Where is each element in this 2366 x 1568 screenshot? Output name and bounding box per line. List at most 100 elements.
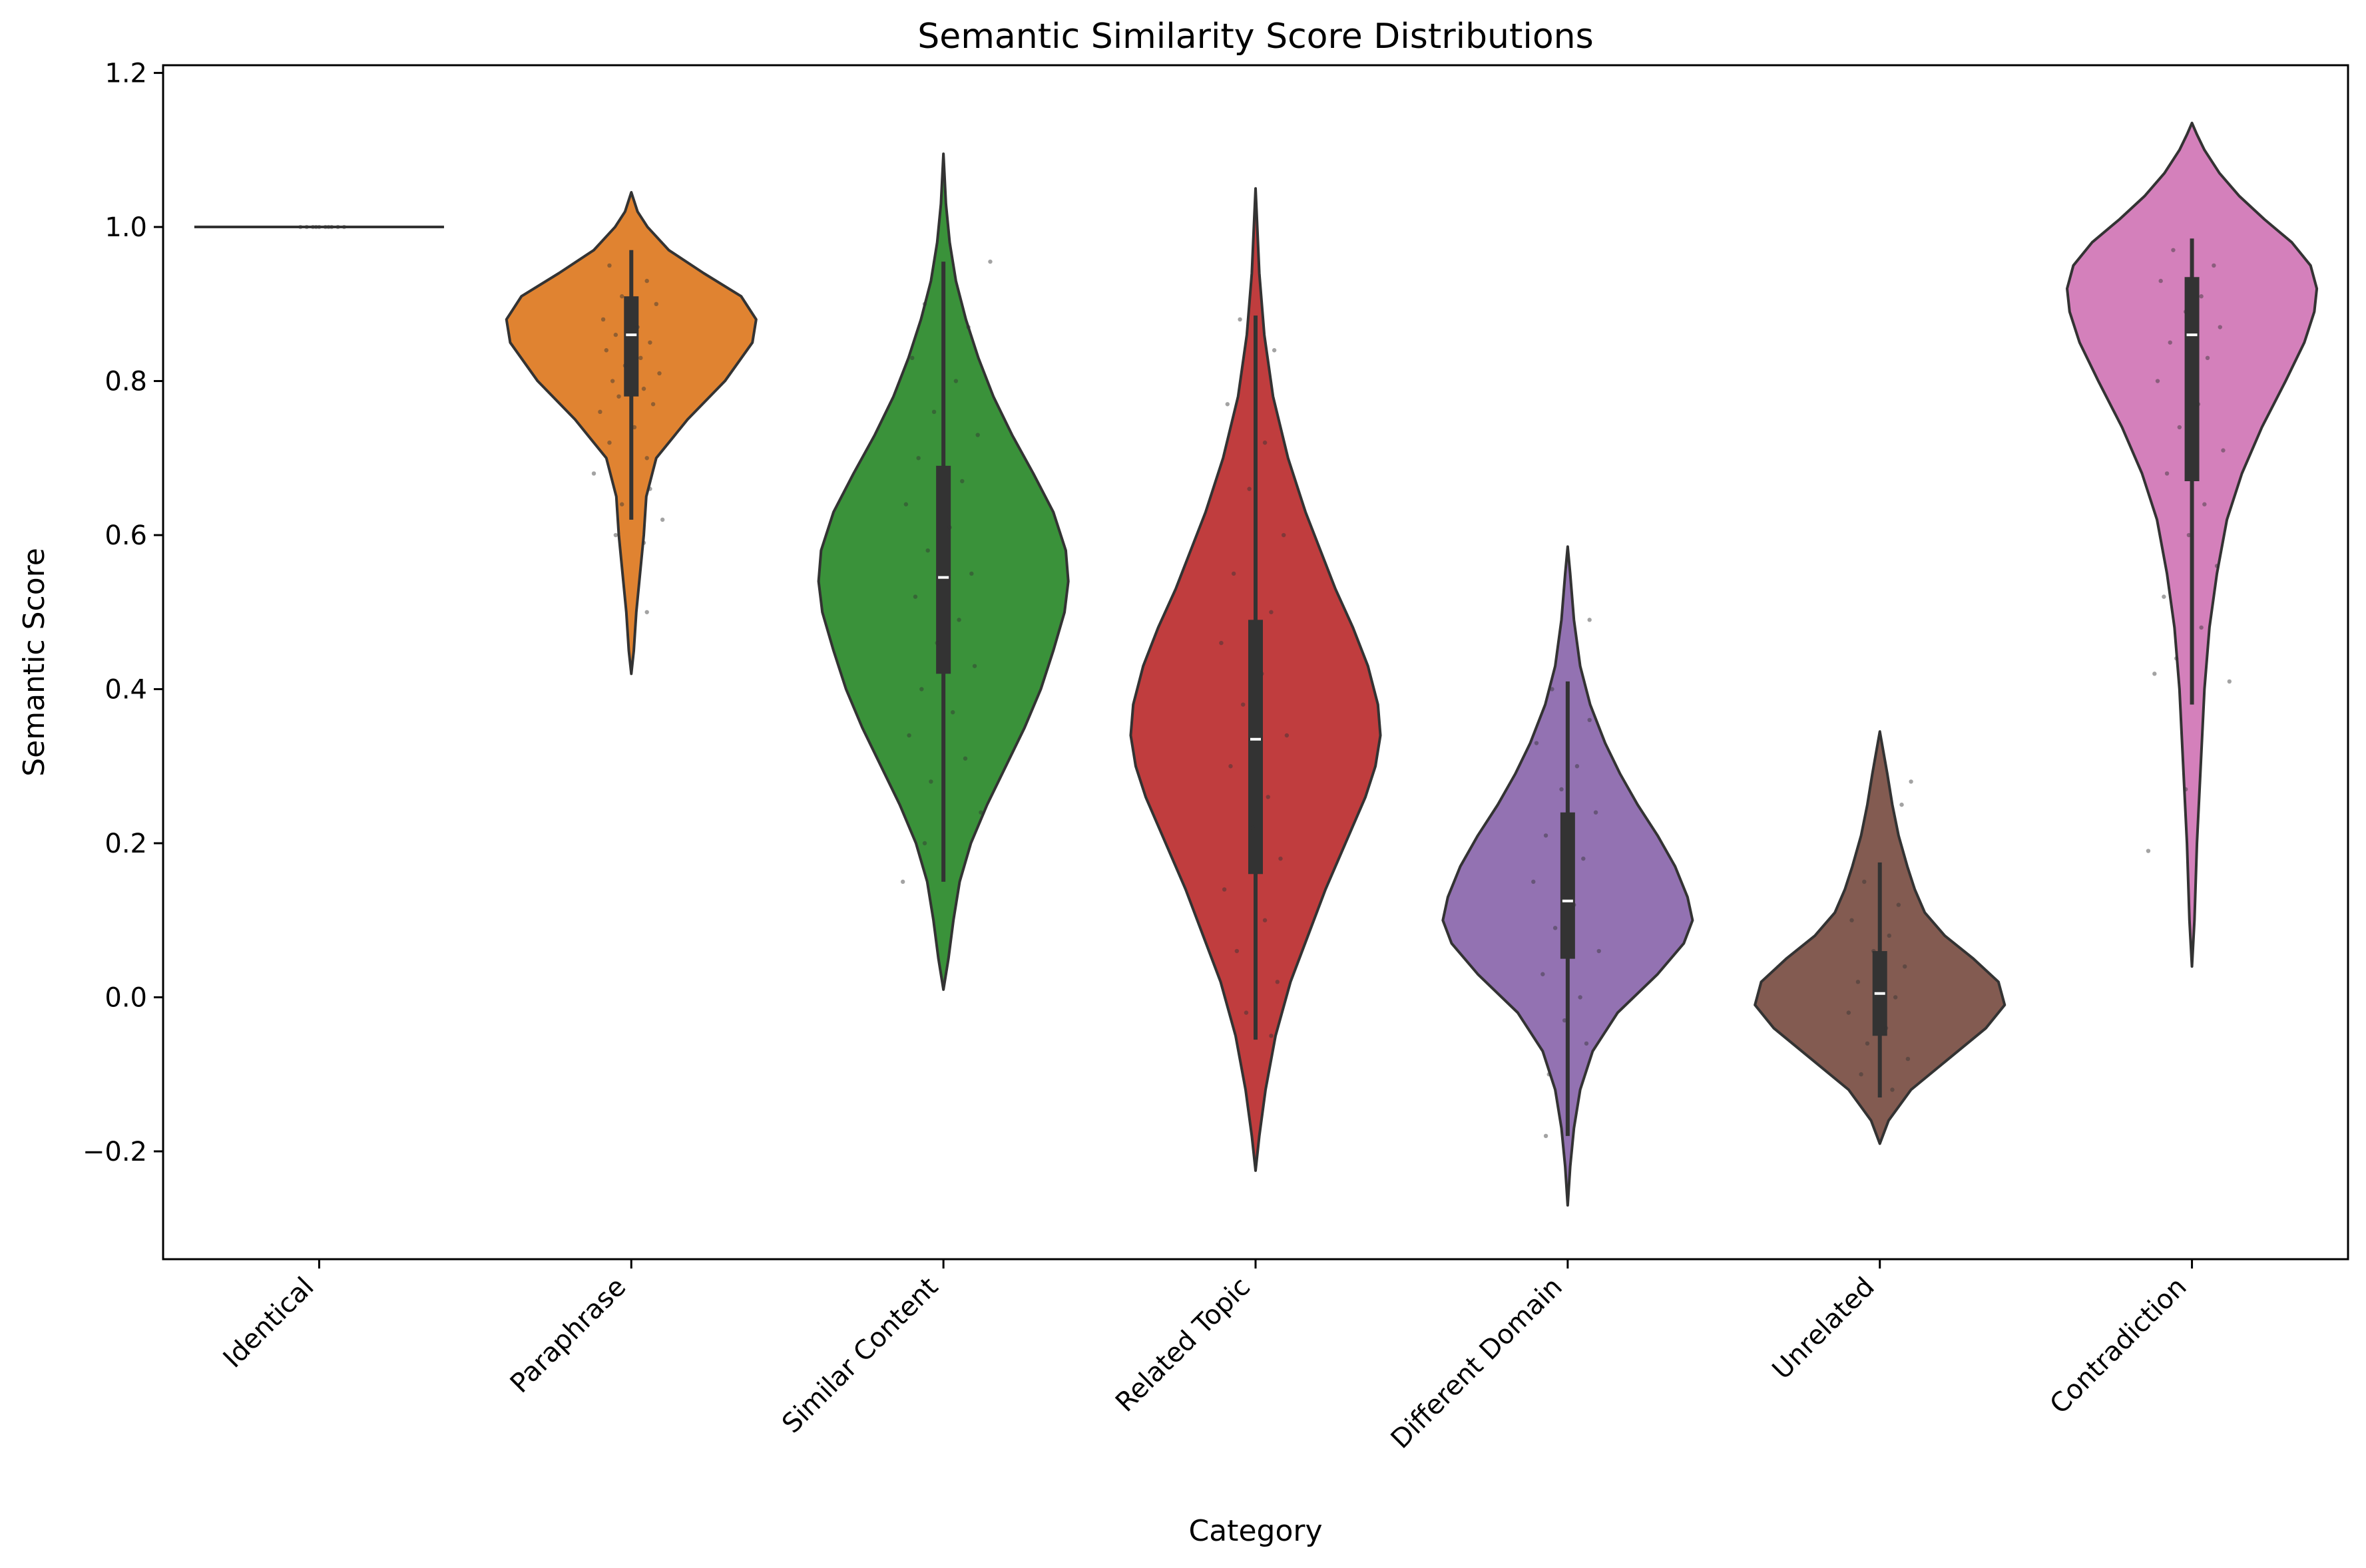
y-tick-label: 0.8 [105,367,147,397]
data-point [1269,610,1274,614]
data-point [1272,348,1277,353]
data-point [966,325,971,329]
data-point [925,548,930,553]
data-point [326,224,331,230]
data-point [963,756,968,761]
data-point [298,224,303,230]
data-point [648,340,652,345]
data-point [632,425,637,430]
data-point [1281,532,1286,538]
violin-group [505,190,758,676]
data-point [1903,964,1907,969]
data-point [1584,1041,1589,1046]
data-point [1890,1087,1895,1092]
data-point [903,502,909,506]
data-point [1587,618,1592,622]
data-point [1893,995,1898,1000]
data-point [1546,1072,1551,1077]
violin-group [1129,187,1382,1172]
data-point [616,394,621,399]
data-point [1543,1133,1548,1139]
data-point [1260,672,1264,676]
data-point [1284,733,1290,738]
violin-group [1754,730,2007,1145]
y-tick-label: 0.6 [105,520,147,551]
data-point [317,224,322,230]
data-point [951,710,955,715]
data-point [1275,980,1280,984]
data-point [620,294,624,299]
data-point [310,224,316,230]
violin-group [2066,121,2319,968]
data-point [620,502,624,506]
data-point [2146,849,2151,853]
y-tick-label: 0.2 [105,829,147,859]
data-point [1887,933,1891,938]
chart-title: Semantic Similarity Score Distributions [917,17,1593,57]
violin-iqr-box [1560,812,1575,959]
data-point [969,571,974,576]
data-point [657,371,662,376]
data-point [644,278,649,284]
data-point [2202,502,2207,506]
data-point [1262,918,1268,922]
data-point [2227,679,2232,684]
data-point [2205,355,2210,361]
data-point [975,433,980,437]
data-point [916,456,921,461]
violin-group [1441,545,1694,1207]
data-point [1231,571,1236,576]
data-point [1562,1018,1567,1023]
data-point [323,224,328,230]
data-point [2162,594,2166,599]
data-point [957,618,961,622]
data-point [2199,625,2204,630]
data-point [913,594,918,599]
data-point [1552,926,1558,930]
data-point [1865,1041,1870,1046]
data-point [2177,425,2182,430]
data-point [650,402,656,407]
y-tick-label: 1.0 [105,212,147,243]
data-point [988,259,993,264]
data-point [935,640,939,646]
data-point [329,224,334,230]
data-point [641,540,646,545]
data-point [1244,1010,1249,1015]
violin-group [194,224,444,230]
y-tick-label: −0.2 [83,1137,147,1167]
data-point [1909,779,1913,784]
data-point [342,224,347,230]
violin-iqr-box [2184,277,2200,482]
data-point [1269,1034,1274,1038]
data-point [610,379,615,383]
data-point [907,733,911,738]
data-point [2212,263,2216,268]
data-point [972,664,977,668]
data-point [314,224,318,230]
data-point [622,363,628,368]
data-point [922,841,927,846]
data-point [2168,340,2172,345]
data-point [1247,487,1252,491]
data-point [2186,532,2192,538]
data-point [1262,440,1268,445]
data-point [654,301,658,306]
y-tick-label: 1.2 [105,59,147,89]
data-point [1871,948,1876,954]
data-point [660,517,665,522]
data-point [2183,309,2188,314]
data-point [1859,1072,1863,1077]
violin-iqr-box [936,465,951,674]
data-point [1238,317,1242,322]
data-point [641,386,646,391]
y-axis-label: Semantic Score [17,548,51,777]
data-point [1550,687,1554,691]
data-point [1855,980,1861,984]
data-point [2155,379,2160,383]
data-point [1219,640,1224,646]
data-point [2199,294,2204,299]
data-point [1572,902,1576,907]
data-point [1559,787,1564,792]
